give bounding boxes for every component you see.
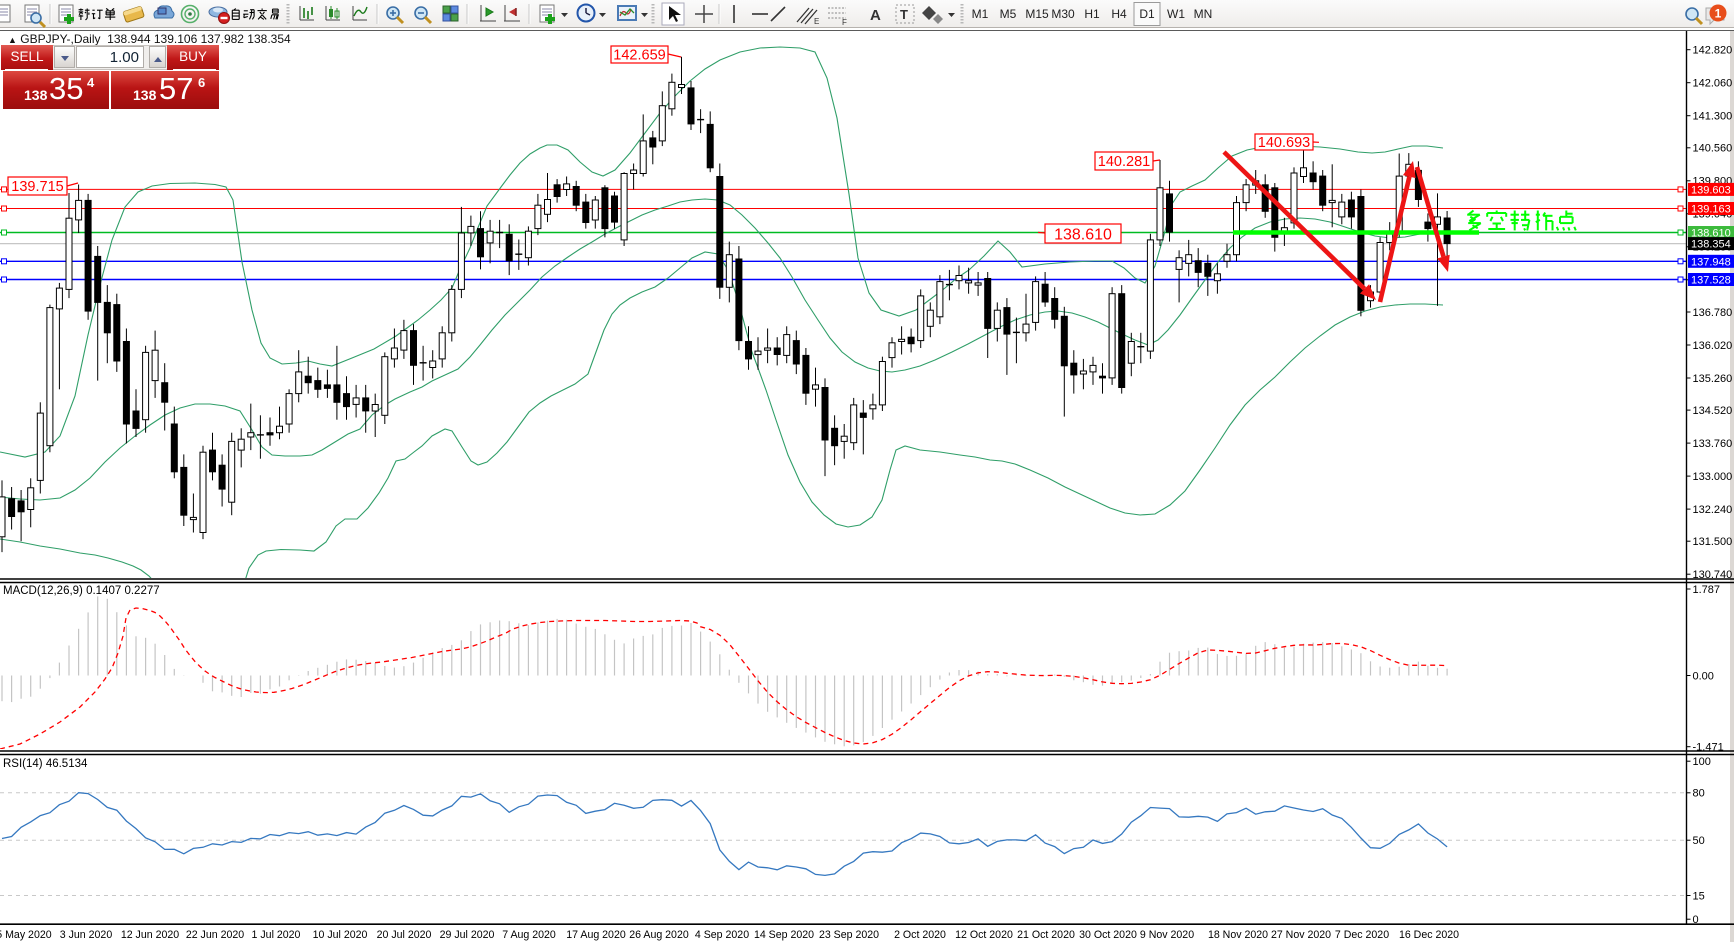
svg-text:M1: M1 (972, 7, 989, 21)
svg-text:131.500: 131.500 (1693, 536, 1733, 548)
svg-text:139.603: 139.603 (1691, 184, 1731, 196)
svg-text:130.740: 130.740 (1693, 569, 1733, 581)
svg-text:139.715: 139.715 (11, 179, 63, 195)
svg-text:20 Jul 2020: 20 Jul 2020 (377, 929, 432, 941)
svg-text:A: A (870, 7, 881, 24)
svg-text:1 Jul 2020: 1 Jul 2020 (252, 929, 301, 941)
svg-text:F: F (842, 18, 847, 27)
svg-text:H1: H1 (1084, 7, 1100, 21)
svg-text:30 Oct 2020: 30 Oct 2020 (1079, 929, 1137, 941)
svg-text:16 Dec 2020: 16 Dec 2020 (1399, 929, 1459, 941)
svg-text:21 Oct 2020: 21 Oct 2020 (1017, 929, 1075, 941)
svg-text:RSI(14) 46.5134: RSI(14) 46.5134 (3, 758, 88, 770)
svg-text:E: E (814, 17, 819, 26)
svg-text:1.787: 1.787 (1693, 584, 1721, 596)
svg-text:139.163: 139.163 (1691, 204, 1731, 216)
svg-text:1: 1 (1715, 7, 1722, 21)
svg-text:141.300: 141.300 (1693, 111, 1733, 123)
svg-text:50: 50 (1693, 835, 1705, 847)
svg-text:-1.471: -1.471 (1693, 742, 1724, 754)
svg-text:M30: M30 (1051, 7, 1075, 21)
svg-text:26 Aug 2020: 26 Aug 2020 (629, 929, 689, 941)
svg-text:133.760: 133.760 (1693, 438, 1733, 450)
svg-text:7 Dec 2020: 7 Dec 2020 (1335, 929, 1389, 941)
svg-text:12 Oct 2020: 12 Oct 2020 (955, 929, 1013, 941)
svg-text:18 Nov 2020: 18 Nov 2020 (1208, 929, 1268, 941)
svg-text:137.528: 137.528 (1691, 275, 1731, 287)
svg-text:2 Oct 2020: 2 Oct 2020 (894, 929, 946, 941)
svg-text:0: 0 (1693, 914, 1699, 926)
svg-text:H4: H4 (1111, 7, 1127, 21)
svg-text:137.948: 137.948 (1691, 256, 1731, 268)
svg-text:138.610: 138.610 (1691, 228, 1731, 240)
svg-text:27 Nov 2020: 27 Nov 2020 (1271, 929, 1331, 941)
svg-text:135.260: 135.260 (1693, 373, 1733, 385)
svg-text:T: T (900, 7, 908, 22)
svg-text:10 Jul 2020: 10 Jul 2020 (313, 929, 368, 941)
svg-text:4 Sep 2020: 4 Sep 2020 (695, 929, 749, 941)
svg-text:9 Nov 2020: 9 Nov 2020 (1140, 929, 1194, 941)
svg-text:12 Jun 2020: 12 Jun 2020 (121, 929, 179, 941)
svg-text:142.820: 142.820 (1693, 45, 1733, 57)
svg-text:140.560: 140.560 (1693, 143, 1733, 155)
svg-text:M15: M15 (1025, 7, 1049, 21)
svg-text:MACD(12,26,9) 0.1407 0.2277: MACD(12,26,9) 0.1407 0.2277 (3, 585, 160, 597)
svg-text:M5: M5 (1000, 7, 1017, 21)
svg-text:138.610: 138.610 (1054, 226, 1112, 243)
svg-text:133.000: 133.000 (1693, 471, 1733, 483)
svg-text:80: 80 (1693, 788, 1705, 800)
svg-text:140.693: 140.693 (1258, 135, 1310, 151)
svg-text:3 Jun 2020: 3 Jun 2020 (60, 929, 113, 941)
svg-text:15: 15 (1693, 890, 1705, 902)
svg-text:136.780: 136.780 (1693, 307, 1733, 319)
svg-text:142.659: 142.659 (613, 48, 665, 64)
svg-text:D1: D1 (1139, 7, 1155, 21)
svg-text:23 Sep 2020: 23 Sep 2020 (819, 929, 879, 941)
svg-text:100: 100 (1693, 756, 1711, 768)
svg-text:140.281: 140.281 (1098, 154, 1150, 170)
svg-text:142.060: 142.060 (1693, 78, 1733, 90)
svg-text:25 May 2020: 25 May 2020 (0, 929, 52, 941)
svg-text:136.020: 136.020 (1693, 340, 1733, 352)
svg-text:W1: W1 (1167, 7, 1185, 21)
svg-text:138.354: 138.354 (1691, 239, 1731, 251)
svg-text:MN: MN (1194, 7, 1213, 21)
svg-text:132.240: 132.240 (1693, 504, 1733, 516)
svg-text:29 Jul 2020: 29 Jul 2020 (440, 929, 495, 941)
svg-text:17 Aug 2020: 17 Aug 2020 (566, 929, 626, 941)
svg-text:0.00: 0.00 (1693, 670, 1714, 682)
svg-text:22 Jun 2020: 22 Jun 2020 (186, 929, 244, 941)
svg-text:7 Aug 2020: 7 Aug 2020 (502, 929, 556, 941)
svg-text:134.520: 134.520 (1693, 405, 1733, 417)
svg-text:14 Sep 2020: 14 Sep 2020 (754, 929, 814, 941)
